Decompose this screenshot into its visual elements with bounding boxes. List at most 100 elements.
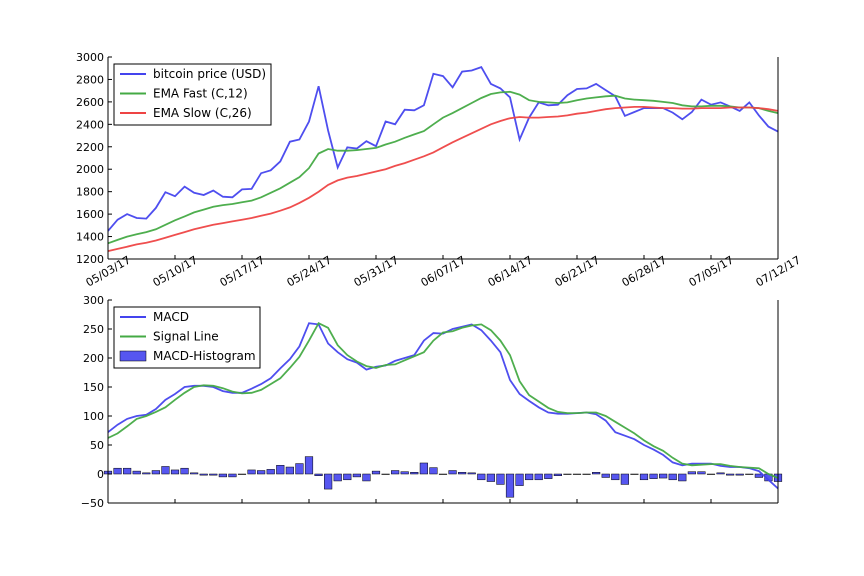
legend: MACD Signal Line MACD-Histogram <box>113 306 261 369</box>
histogram-bar <box>113 467 122 475</box>
legend-label: MACD <box>153 310 189 324</box>
histogram-bars <box>103 456 783 498</box>
histogram-bar <box>257 470 266 475</box>
histogram-bar <box>170 469 180 475</box>
histogram-bar <box>190 472 199 475</box>
histogram-bar <box>209 473 218 476</box>
histogram-bar <box>544 473 553 479</box>
legend-label: bitcoin price (USD) <box>153 67 266 81</box>
histogram-bar <box>458 472 467 475</box>
histogram-bar <box>381 473 390 475</box>
y-tick-label: 2400 <box>76 118 104 131</box>
histogram-bar <box>582 473 591 475</box>
y-tick-label: 0 <box>97 468 104 481</box>
histogram-bar <box>687 471 696 475</box>
histogram-bar <box>237 473 247 475</box>
legend-label: EMA Fast (C,12) <box>153 87 248 101</box>
histogram-bar <box>649 473 658 479</box>
legend-label: EMA Slow (C,26) <box>153 106 252 120</box>
histogram-bar <box>161 466 170 475</box>
series-line-0 <box>107 66 779 232</box>
histogram-bar <box>553 473 562 476</box>
histogram-bar <box>477 473 486 481</box>
price-panel: 1200 1400 1600 1800 2000 2200 2400 2600 2800 3000… <box>76 51 803 289</box>
histogram-bar <box>486 473 495 482</box>
histogram-bar <box>496 473 505 485</box>
y-tick-label: 200 <box>83 352 104 365</box>
histogram-bar <box>324 473 333 490</box>
histogram-bar <box>132 470 141 475</box>
histogram-bar <box>563 473 572 475</box>
histogram-bar <box>515 473 524 486</box>
y-tick-label: 50 <box>90 439 104 452</box>
histogram-bar <box>448 470 457 475</box>
histogram-bar <box>247 469 256 475</box>
y-tick-label: 2600 <box>76 96 104 109</box>
histogram-bar <box>151 470 160 475</box>
histogram-bar <box>505 473 515 498</box>
histogram-bar <box>745 473 754 475</box>
y-tick-label: 300 <box>83 294 104 307</box>
histogram-bar <box>304 456 314 475</box>
histogram-bar <box>706 473 716 475</box>
histogram-bar <box>525 473 534 481</box>
histogram-bar <box>639 473 649 481</box>
histogram-bar <box>333 473 342 482</box>
histogram-bar <box>410 472 419 475</box>
histogram-bar <box>314 473 323 476</box>
histogram-bar <box>142 472 151 475</box>
legend-label: MACD-Histogram <box>153 349 256 363</box>
series-line-2 <box>107 106 779 252</box>
histogram-bar <box>371 470 381 475</box>
histogram-bar <box>572 473 582 475</box>
histogram-bar <box>659 473 668 479</box>
histogram-bar <box>228 473 237 478</box>
histogram-bar <box>592 472 601 475</box>
histogram-bar <box>352 473 361 478</box>
series-line-1 <box>107 322 779 479</box>
y-tick-label: 2800 <box>76 73 104 86</box>
histogram-bar <box>668 473 677 481</box>
histogram-bar <box>726 473 735 476</box>
y-tick-label: 150 <box>83 381 104 394</box>
histogram-bar <box>419 462 428 475</box>
histogram-bar <box>295 463 304 475</box>
histogram-bar <box>735 473 744 476</box>
y-tick-label: 1400 <box>76 231 104 244</box>
y-tick-label: 1200 <box>76 253 104 266</box>
legend-swatch <box>119 350 147 362</box>
histogram-bar <box>362 473 371 482</box>
histogram-bar <box>620 473 629 485</box>
y-tick-label: 2200 <box>76 141 104 154</box>
histogram-bar <box>276 465 285 475</box>
y-tick-label: 2000 <box>76 163 104 176</box>
histogram-bar <box>678 473 687 482</box>
y-tick-label: −50 <box>81 497 104 510</box>
histogram-bar <box>438 473 448 475</box>
histogram-bar <box>400 471 409 475</box>
histogram-bar <box>601 473 610 478</box>
histogram-bar <box>391 470 400 475</box>
histogram-bar <box>218 473 227 478</box>
histogram-bar <box>534 473 543 481</box>
y-tick-label: 100 <box>83 410 104 423</box>
y-tick-label: 1800 <box>76 186 104 199</box>
y-tick-label: 250 <box>83 323 104 336</box>
y-tick-label: 1600 <box>76 208 104 221</box>
histogram-bar <box>697 471 706 475</box>
legend: bitcoin price (USD) EMA Fast (C,12) EMA Sl… <box>113 63 272 126</box>
series-line-1 <box>107 90 779 245</box>
histogram-bar <box>199 473 208 476</box>
histogram-bar <box>429 467 438 475</box>
histogram-bar <box>716 472 725 475</box>
histogram-bar <box>611 473 620 481</box>
histogram-bar <box>285 466 294 475</box>
histogram-bar <box>123 467 132 475</box>
histogram-bar <box>467 472 476 475</box>
histogram-bar <box>180 467 189 475</box>
y-tick-label: 3000 <box>76 51 104 64</box>
histogram-bar <box>266 469 275 475</box>
legend-label: Signal Line <box>153 330 219 344</box>
